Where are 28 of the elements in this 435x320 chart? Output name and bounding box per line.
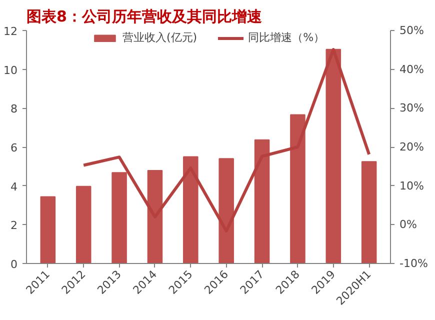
bar xyxy=(218,158,234,264)
bar xyxy=(254,139,270,264)
legend-label: 营业收入(亿元) xyxy=(122,30,198,45)
y-tick-label: 2 xyxy=(10,219,18,232)
y-tick-label: 4 xyxy=(10,180,18,194)
y2-tick-label: 50% xyxy=(400,24,424,37)
y2-tick-label: 10% xyxy=(400,179,424,192)
bar xyxy=(147,170,163,264)
y2-tick-label: -10% xyxy=(400,257,428,270)
bar xyxy=(112,172,127,264)
bar xyxy=(183,156,198,264)
y2-tick-label: 40% xyxy=(400,62,424,76)
y-tick-label: 8 xyxy=(10,102,18,116)
line-series xyxy=(82,48,371,232)
bar xyxy=(361,161,377,264)
y2-tick-label: 30% xyxy=(400,102,424,115)
y-tick-label: 0 xyxy=(10,258,18,271)
bar xyxy=(76,186,92,264)
y-tick-label: 12 xyxy=(4,25,18,38)
y-tick-label: 6 xyxy=(10,142,18,154)
bar xyxy=(290,114,306,264)
y2-tick-label: 20% xyxy=(400,140,424,154)
bar xyxy=(326,48,342,264)
bar xyxy=(40,196,56,264)
y-tick-label: 10 xyxy=(4,64,18,77)
chart-title: 图表8：公司历年营收及其同比增速 xyxy=(26,8,263,26)
y2-tick-label: 0% xyxy=(400,218,417,232)
legend-label: 同比增速（%） xyxy=(248,30,325,45)
